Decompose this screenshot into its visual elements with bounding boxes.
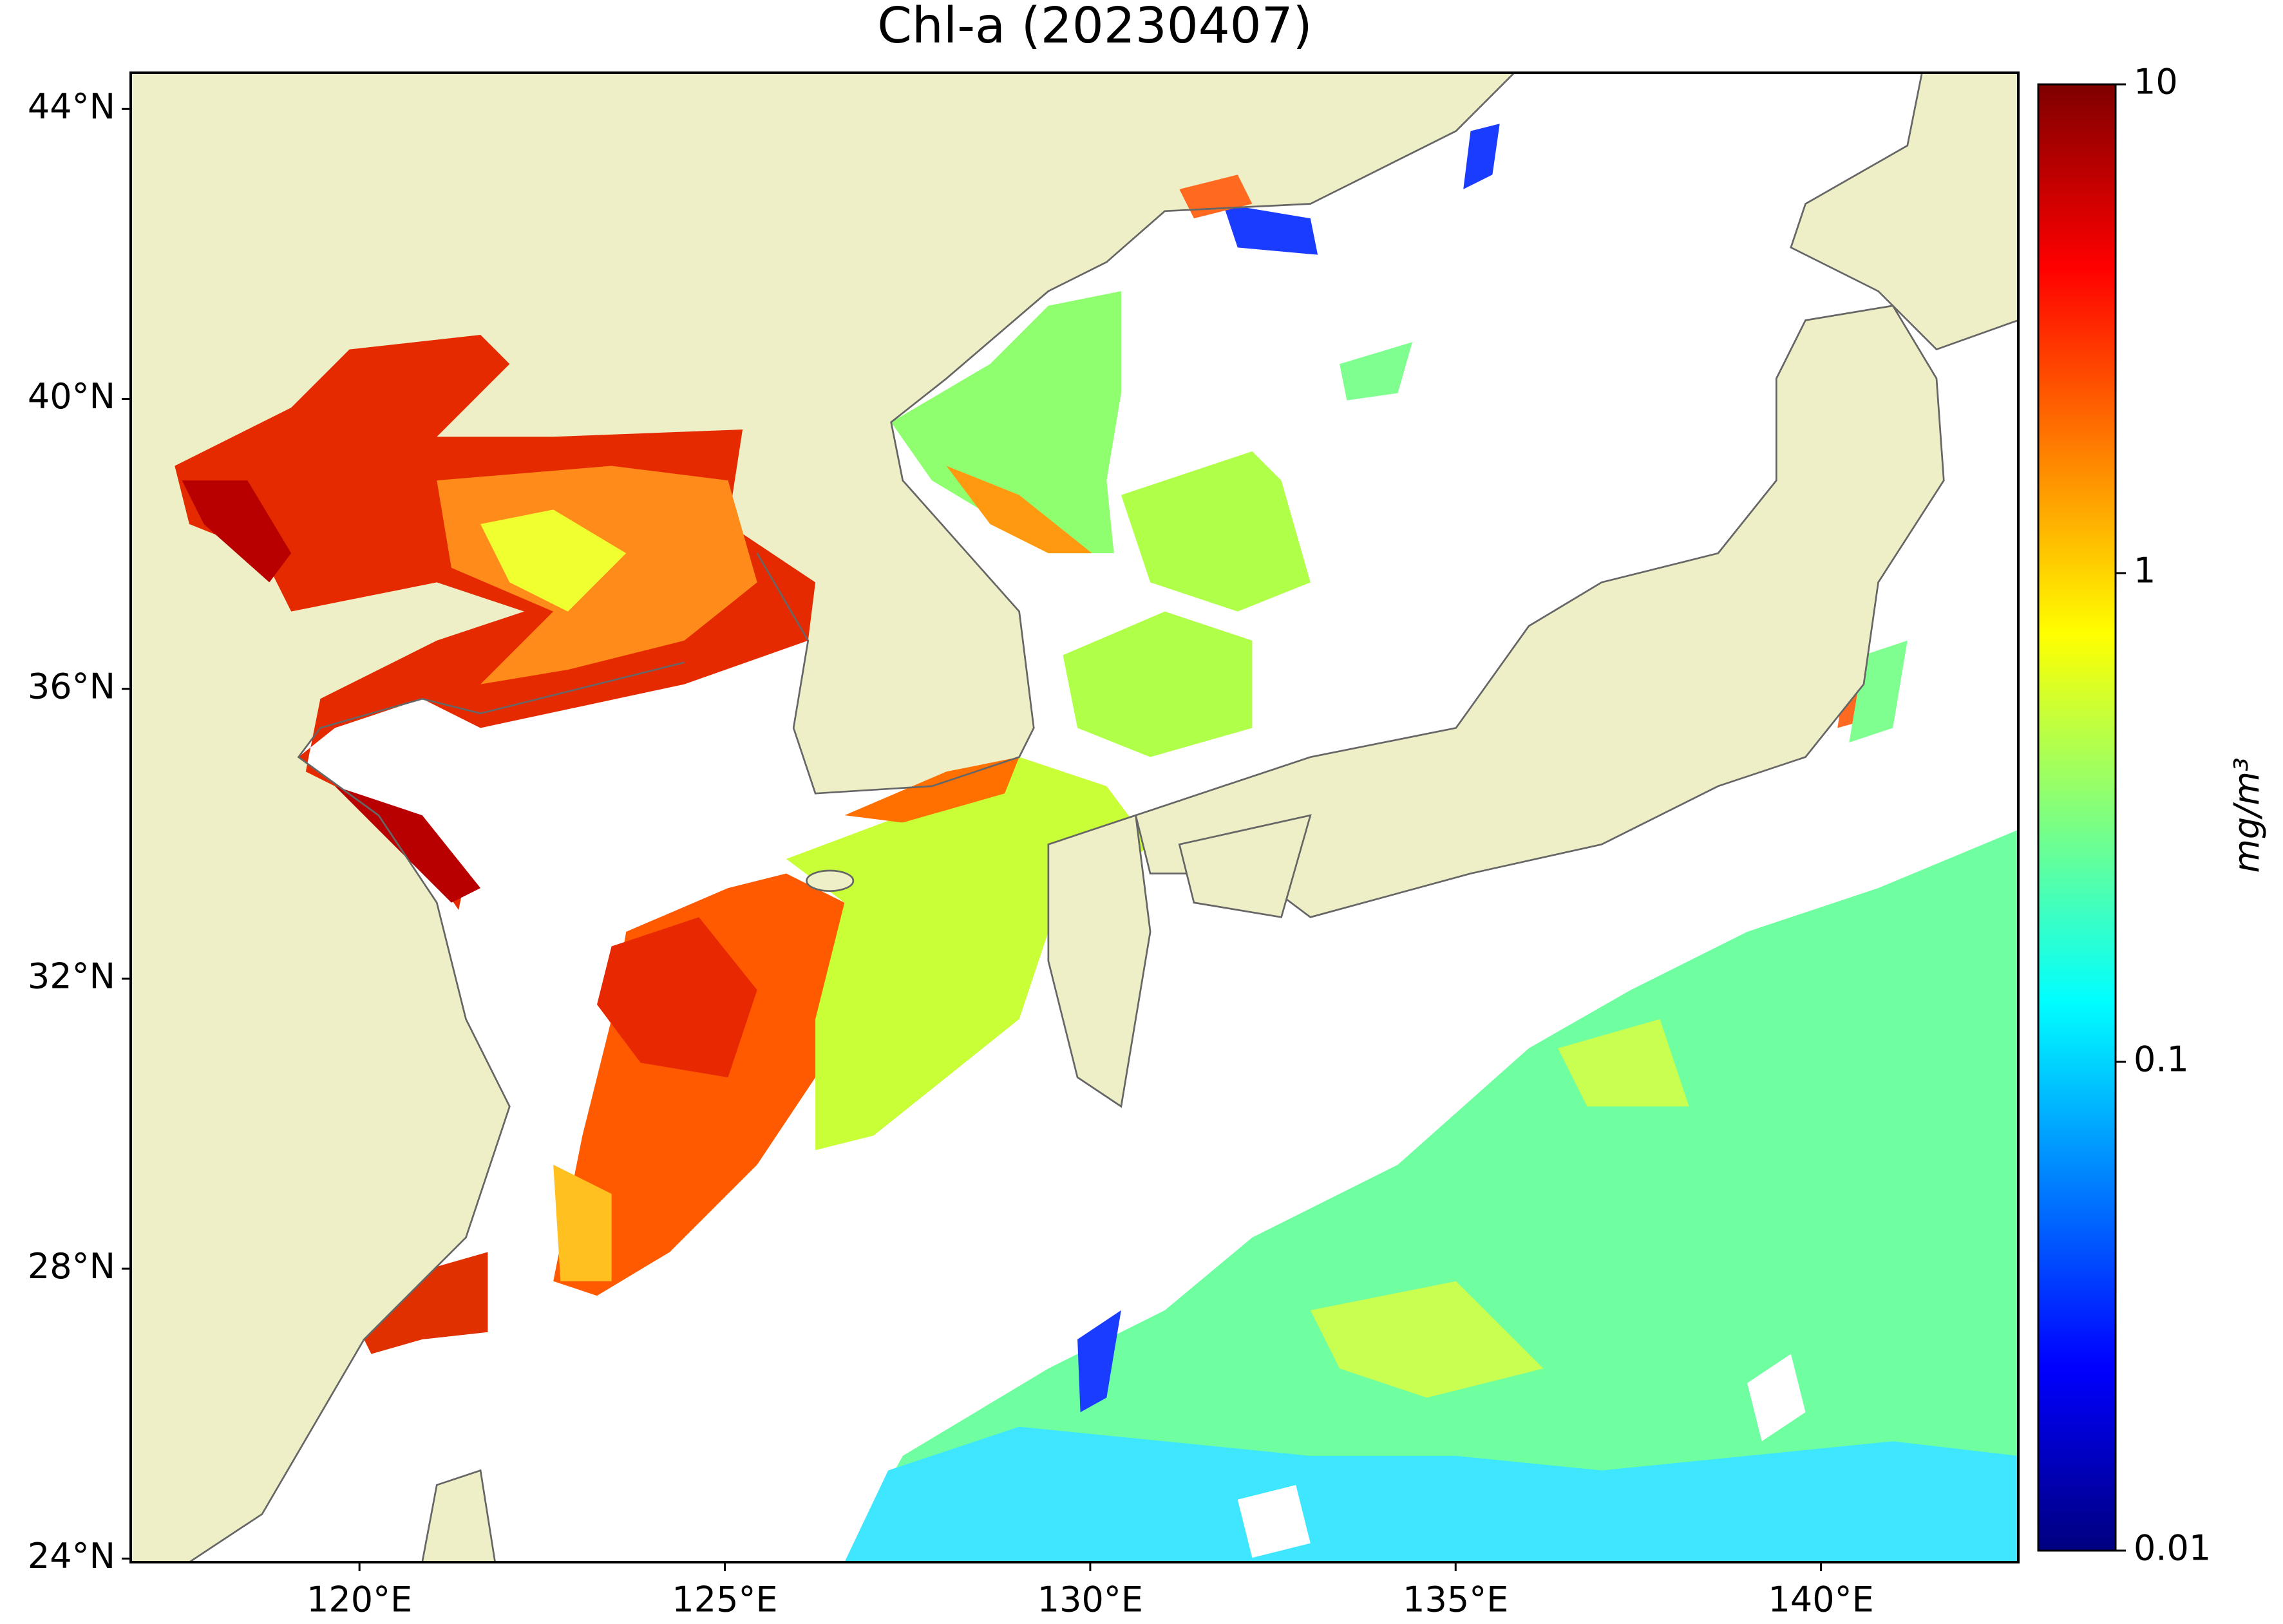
lat-tick-label: 24°N — [28, 1536, 115, 1576]
colorbar — [2037, 83, 2117, 1552]
colorbar-tick-label: 10 — [2134, 62, 2178, 102]
lat-tick-label: 44°N — [28, 86, 115, 127]
lon-tick-label: 140°E — [1768, 1580, 1874, 1620]
colorbar-label: mg/m³ — [2227, 757, 2268, 873]
lat-tick-label: 32°N — [28, 956, 115, 997]
map-title: Chl-a (20230407) — [877, 0, 1312, 55]
map-image — [131, 73, 2018, 1562]
lat-tick-label: 28°N — [28, 1246, 115, 1287]
lat-tick-label: 36°N — [28, 666, 115, 706]
lon-tick-label: 120°E — [307, 1580, 412, 1620]
lon-tick-label: 130°E — [1037, 1580, 1143, 1620]
lat-tick-label: 40°N — [28, 376, 115, 417]
colorbar-tick-label: 0.1 — [2134, 1039, 2189, 1080]
colorbar-tick-label: 1 — [2134, 551, 2155, 591]
colorbar-tick-label: 0.01 — [2134, 1528, 2211, 1569]
lon-tick-label: 125°E — [672, 1580, 777, 1620]
lon-tick-label: 135°E — [1403, 1580, 1508, 1620]
map-frame — [129, 71, 2020, 1563]
